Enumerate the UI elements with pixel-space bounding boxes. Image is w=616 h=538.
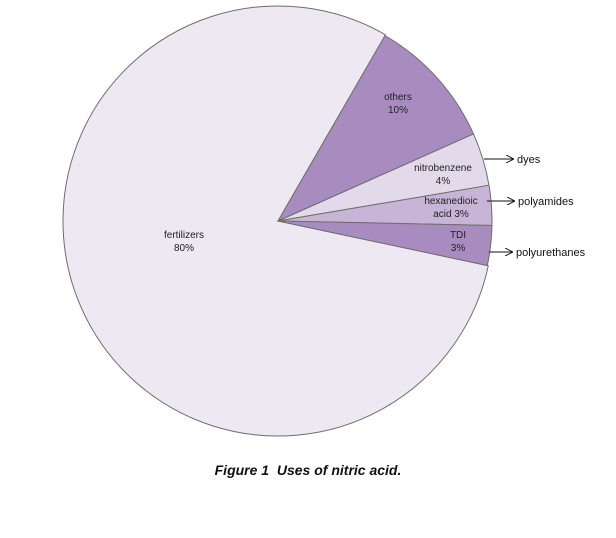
slice-label-nitrobenzene-value: 4% [436, 176, 451, 187]
annotation-label-dyes: dyes [517, 154, 541, 166]
slice-label-tdi: TDI [450, 230, 466, 241]
annotation-label-polyamides: polyamides [518, 196, 574, 208]
pie-slice-fertilizers [62, 5, 489, 437]
pie-slice-tdi [277, 220, 493, 267]
pie-slice-others [276, 34, 475, 223]
slice-label-hexanedioic-acid: acid 3% [433, 209, 469, 220]
slice-label-fertilizers: fertilizers [164, 230, 204, 241]
slice-label-tdi-value: 3% [451, 243, 466, 254]
figure-title: Uses of nitric acid. [276, 462, 402, 478]
slice-label-nitrobenzene: nitrobenzene [414, 163, 472, 174]
figure-caption: Figure 1 Uses of nitric acid. [0, 462, 616, 478]
slice-label-others-value: 10% [388, 105, 408, 116]
slice-label-hexanedioic-acid: hexanedioic [424, 196, 477, 207]
annotation-label-polyurethanes: polyurethanes [516, 247, 586, 259]
slice-label-fertilizers-value: 80% [174, 243, 194, 254]
figure-number: Figure 1 [214, 462, 270, 478]
slice-label-others: others [384, 92, 412, 103]
